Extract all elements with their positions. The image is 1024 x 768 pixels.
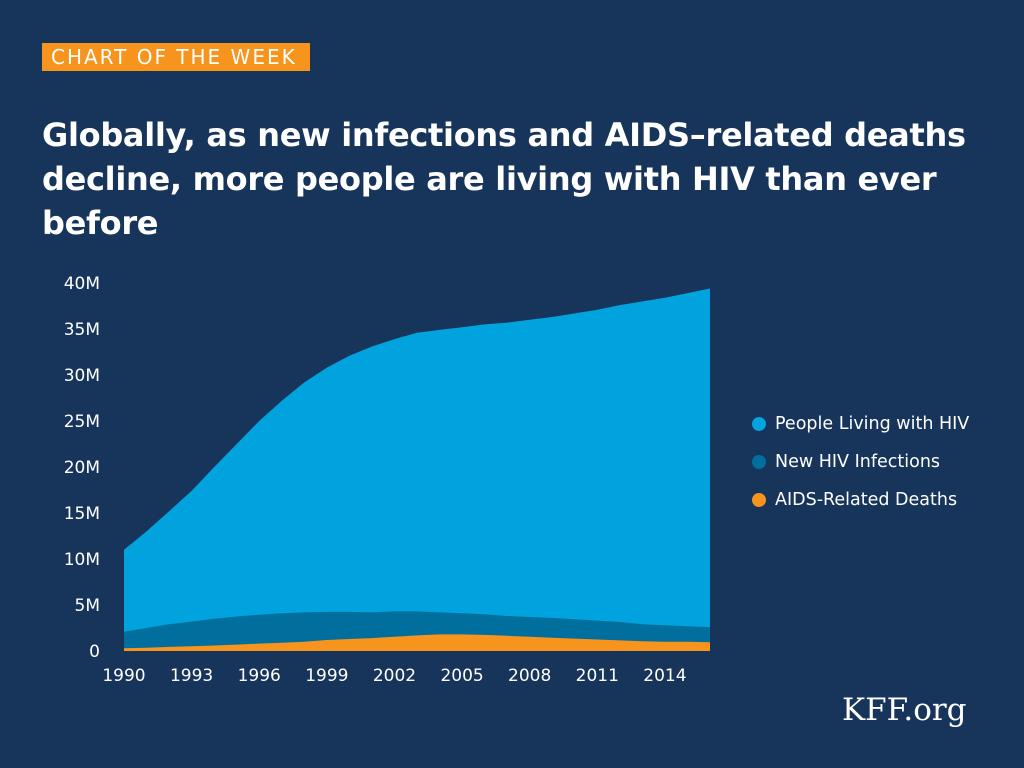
x-tick-label: 2002 [373,666,416,686]
x-tick-label: 2005 [440,666,483,686]
y-tick-label: 5M [75,596,100,616]
chart-title: Globally, as new infections and AIDS–rel… [42,116,966,242]
legend-label-new-infections: New HIV Infections [775,452,941,472]
x-tick-label: 1990 [102,666,145,686]
chart-of-the-week-badge: CHART OF THE WEEK [42,43,310,71]
x-tick-label: 1993 [170,666,213,686]
kff-logo: KFF.org [842,692,967,728]
y-tick-label: 20M [64,458,100,478]
y-tick-label: 30M [64,366,100,386]
y-tick-label: 10M [64,550,100,570]
x-tick-label: 1999 [305,666,348,686]
y-tick-label: 40M [64,274,100,294]
x-tick-label: 1996 [238,666,281,686]
legend-item-plhiv: People Living with HIV [752,405,969,443]
y-axis-ticks: 0 5M 10M 15M 20M 25M 30M 35M 40M [64,274,100,662]
area-aids-related-deaths [124,634,710,651]
area-people-living-with-hiv [124,288,710,651]
chart-areas [124,288,710,651]
legend-item-deaths: AIDS-Related Deaths [752,481,969,519]
legend-swatch-deaths [752,493,766,507]
legend-label-deaths: AIDS-Related Deaths [775,490,958,510]
x-tick-label: 2008 [508,666,551,686]
legend-swatch-new-infections [752,455,766,469]
x-tick-label: 2011 [576,666,619,686]
y-tick-label: 15M [64,504,100,524]
y-tick-label: 25M [64,412,100,432]
x-axis-ticks: 1990 1993 1996 1999 2002 2005 2008 2011 2014 [102,666,686,686]
legend-label-plhiv: People Living with HIV [775,414,970,434]
y-tick-label: 0 [89,642,100,662]
legend-swatch-plhiv [752,417,766,431]
y-tick-label: 35M [64,320,100,340]
x-tick-label: 2014 [643,666,686,686]
legend-item-new-infections: New HIV Infections [752,443,969,481]
chart-legend: People Living with HIV New HIV Infection… [752,405,969,519]
